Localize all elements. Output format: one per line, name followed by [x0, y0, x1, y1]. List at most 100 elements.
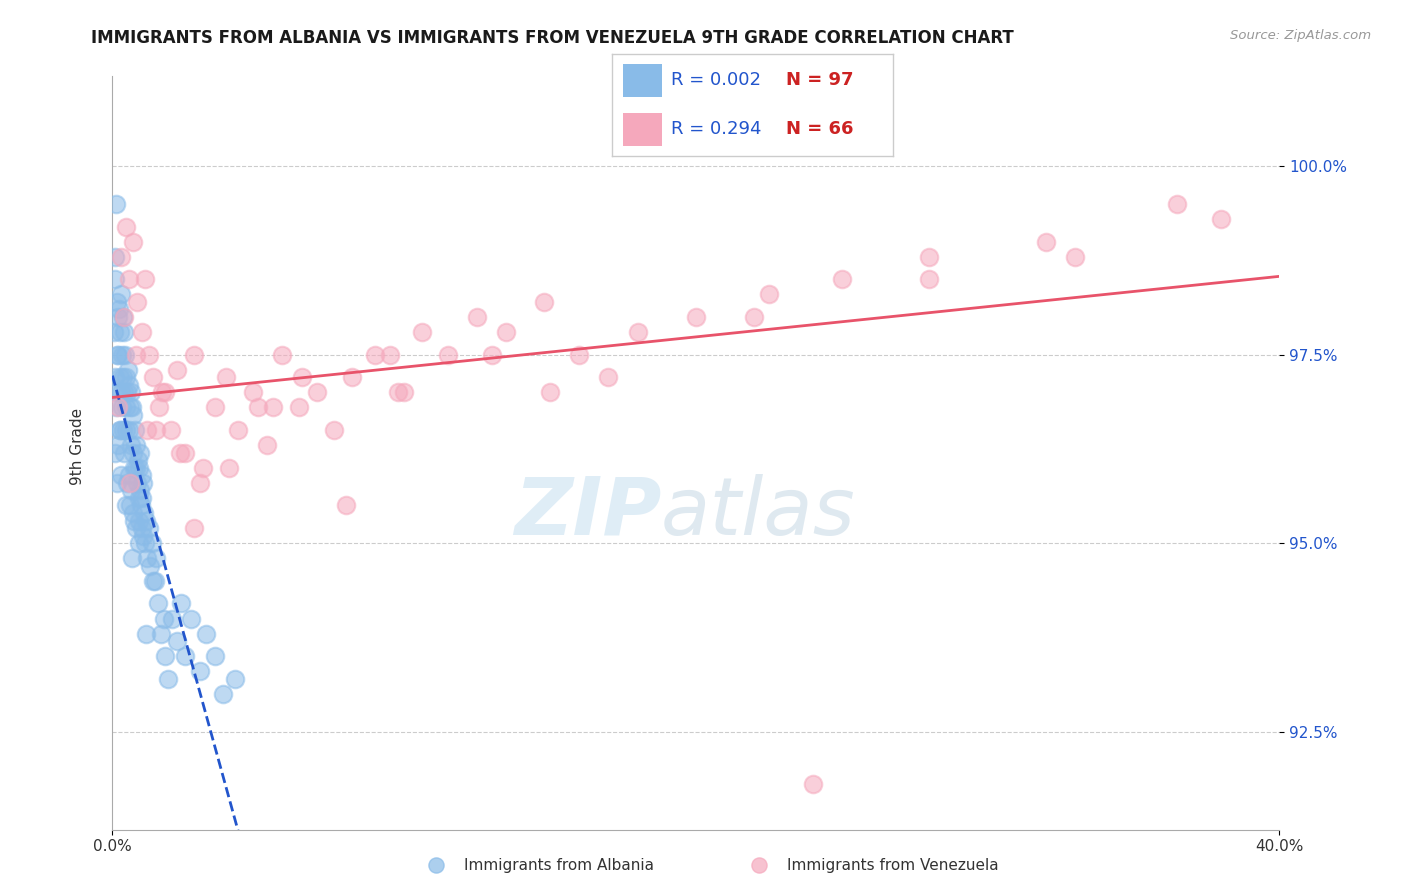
Point [117, 468, 139, 483]
Point [111, 401, 134, 415]
Point [125, 348, 148, 362]
Point [188, 475, 211, 490]
Point [115, 423, 138, 437]
Point [127, 453, 149, 467]
Point [598, 370, 620, 384]
Point [191, 460, 214, 475]
Point [110, 287, 132, 301]
Point [132, 506, 155, 520]
Point [110, 370, 132, 384]
Point [226, 423, 249, 437]
Point [627, 325, 650, 339]
Point [215, 370, 238, 384]
Point [105, 475, 128, 490]
Point [270, 348, 292, 362]
Point [117, 363, 139, 377]
Point [437, 348, 460, 362]
Point [141, 536, 163, 550]
Point [256, 438, 278, 452]
Point [166, 363, 188, 377]
Point [183, 521, 205, 535]
Point [918, 250, 941, 264]
Point [801, 777, 824, 791]
Text: 9th Grade: 9th Grade [70, 408, 84, 484]
Point [194, 626, 217, 640]
Point [115, 385, 138, 400]
Point [118, 401, 141, 415]
Point [129, 446, 152, 460]
Point [152, 611, 174, 625]
Point [107, 348, 129, 362]
Point [758, 287, 780, 301]
Point [115, 475, 138, 490]
Point [831, 272, 853, 286]
Point [174, 446, 197, 460]
Point [139, 558, 162, 573]
Point [125, 521, 148, 535]
Point [131, 325, 153, 339]
Point [107, 385, 129, 400]
Point [112, 385, 135, 400]
Point [150, 385, 173, 400]
Point [323, 423, 346, 437]
Point [104, 370, 127, 384]
Point [145, 423, 167, 437]
Point [120, 438, 142, 452]
Point [465, 310, 488, 324]
Point [132, 475, 155, 490]
Point [104, 446, 127, 460]
Point [112, 310, 135, 324]
Point [107, 310, 129, 324]
Point [481, 348, 503, 362]
Point [744, 310, 766, 324]
Point [340, 370, 363, 384]
Point [112, 325, 135, 339]
Point [685, 310, 707, 324]
Point [166, 634, 188, 648]
Point [112, 446, 135, 460]
Point [114, 499, 136, 513]
Point [183, 348, 205, 362]
Point [1211, 212, 1233, 227]
Point [425, 858, 447, 872]
Point [146, 597, 169, 611]
Point [218, 460, 240, 475]
Point [394, 385, 416, 400]
Point [120, 483, 142, 498]
Point [105, 294, 128, 310]
Point [204, 401, 226, 415]
Point [174, 649, 197, 664]
Point [125, 438, 148, 452]
Point [142, 574, 165, 588]
Point [129, 499, 152, 513]
Point [111, 370, 134, 384]
Point [142, 370, 165, 384]
Point [131, 468, 153, 483]
Point [112, 423, 135, 437]
Point [212, 687, 235, 701]
Point [110, 468, 132, 483]
Point [128, 491, 150, 505]
Point [156, 672, 179, 686]
Point [242, 385, 264, 400]
Point [117, 423, 139, 437]
Point [124, 514, 146, 528]
Point [411, 325, 433, 339]
Text: Immigrants from Venezuela: Immigrants from Venezuela [787, 858, 1000, 872]
Point [124, 423, 146, 437]
Point [104, 197, 127, 211]
Point [114, 401, 136, 415]
Point [134, 536, 156, 550]
Point [160, 423, 183, 437]
Point [128, 514, 150, 528]
Point [1064, 250, 1087, 264]
Point [103, 325, 125, 339]
Point [136, 423, 159, 437]
Point [118, 377, 141, 392]
Point [138, 348, 160, 362]
Point [110, 385, 132, 400]
Point [128, 460, 150, 475]
Text: Immigrants from Albania: Immigrants from Albania [464, 858, 654, 872]
Point [149, 626, 172, 640]
Text: ZIP: ZIP [513, 474, 661, 552]
